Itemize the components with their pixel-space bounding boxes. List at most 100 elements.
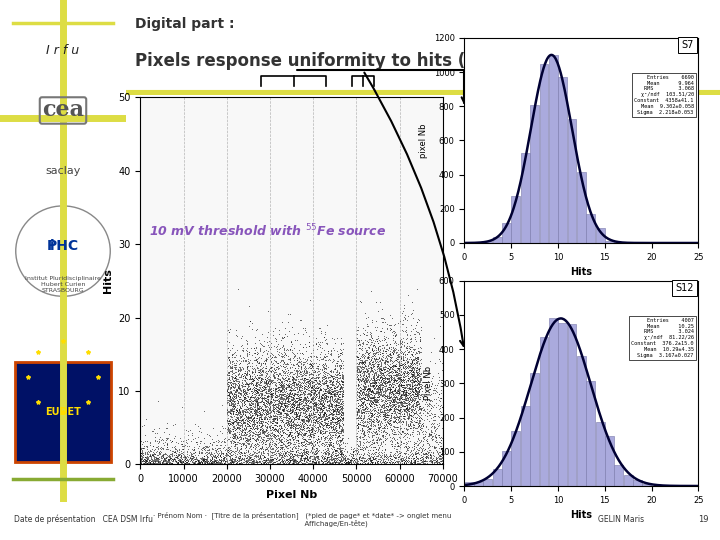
Point — [316, 402, 328, 411]
Point — [389, 453, 400, 462]
Point — [324, 382, 336, 391]
Point — [249, 423, 261, 432]
Point — [346, 445, 357, 454]
Point — [248, 407, 259, 415]
Point — [381, 383, 392, 392]
Point — [336, 382, 347, 390]
Point — [405, 417, 417, 426]
Point — [387, 330, 399, 339]
Point — [158, 453, 169, 462]
Point — [158, 453, 169, 462]
Point — [281, 424, 292, 433]
Point — [170, 456, 181, 465]
Point — [258, 391, 270, 400]
Point — [395, 380, 407, 389]
Point — [305, 378, 316, 387]
Point — [251, 424, 263, 433]
Point — [228, 417, 240, 426]
Point — [267, 455, 279, 464]
Point — [384, 368, 395, 376]
Point — [351, 404, 362, 413]
Point — [279, 397, 290, 406]
Point — [287, 373, 299, 381]
Point — [287, 450, 298, 458]
Point — [318, 402, 329, 410]
Point — [247, 418, 258, 427]
Point — [405, 457, 417, 465]
Point — [372, 355, 383, 363]
Point — [264, 366, 275, 375]
Point — [333, 435, 344, 444]
Point — [229, 415, 240, 424]
Point — [276, 443, 287, 451]
Point — [362, 364, 374, 373]
Point — [379, 411, 391, 420]
Point — [310, 447, 321, 455]
Point — [234, 393, 246, 402]
Point — [267, 351, 279, 360]
Point — [379, 406, 390, 414]
Point — [368, 404, 379, 413]
Point — [275, 394, 287, 402]
Point — [256, 458, 267, 467]
Point — [223, 396, 235, 404]
Point — [336, 451, 347, 460]
Point — [336, 427, 347, 435]
Point — [289, 455, 301, 463]
Point — [325, 438, 337, 447]
Point — [392, 354, 403, 363]
Point — [421, 383, 433, 391]
Point — [413, 366, 425, 375]
Point — [377, 349, 389, 357]
Point — [289, 434, 301, 442]
Point — [323, 389, 334, 397]
Point — [302, 415, 314, 423]
Point — [320, 352, 332, 361]
Point — [332, 370, 343, 379]
Point — [380, 347, 392, 355]
Point — [366, 394, 377, 403]
Point — [374, 390, 386, 399]
Point — [357, 384, 369, 393]
Point — [266, 447, 278, 456]
Point — [428, 442, 440, 450]
Point — [178, 455, 189, 464]
Point — [223, 353, 235, 361]
Point — [207, 454, 218, 463]
Point — [388, 366, 400, 374]
Point — [189, 448, 200, 457]
Point — [405, 342, 416, 351]
Point — [231, 386, 243, 394]
Point — [379, 421, 391, 429]
Point — [225, 400, 237, 408]
Point — [201, 455, 212, 464]
Point — [189, 450, 201, 459]
Point — [381, 457, 392, 466]
Point — [237, 392, 248, 401]
Point — [407, 362, 418, 371]
Point — [334, 404, 346, 413]
Point — [382, 350, 393, 359]
Point — [258, 342, 269, 350]
Point — [289, 457, 300, 465]
Point — [384, 386, 395, 395]
Point — [243, 413, 254, 421]
Point — [396, 319, 408, 328]
Point — [172, 451, 184, 460]
Point — [406, 369, 418, 378]
Point — [278, 401, 289, 409]
Point — [215, 438, 227, 447]
Point — [327, 387, 338, 395]
Point — [264, 363, 276, 372]
Point — [378, 423, 390, 431]
Point — [253, 424, 265, 433]
Point — [276, 355, 288, 364]
Point — [301, 395, 312, 404]
Point — [230, 356, 242, 364]
Point — [314, 422, 325, 431]
Point — [289, 424, 300, 433]
Point — [306, 361, 318, 370]
Point — [236, 458, 248, 467]
Point — [430, 432, 441, 441]
Point — [222, 380, 233, 389]
